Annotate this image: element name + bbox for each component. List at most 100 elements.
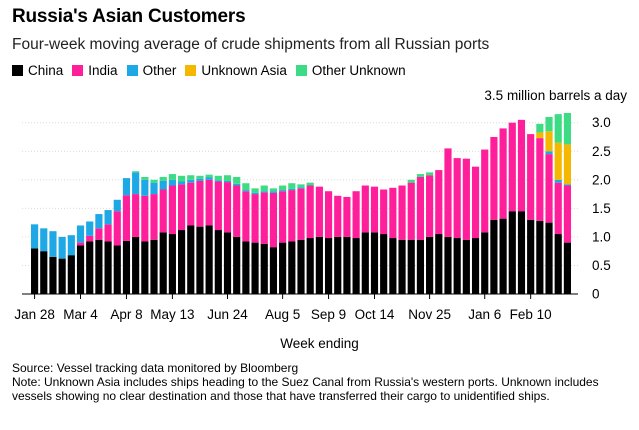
legend-item-unknown-asia: Unknown Asia: [185, 63, 287, 78]
x-tick-label: Nov 25: [408, 307, 451, 322]
chart-subtitle: Four-week moving average of crude shipme…: [12, 36, 490, 53]
bar-other: [288, 188, 296, 191]
bar-china: [251, 242, 259, 294]
bar-other-unknown: [416, 174, 425, 177]
bar-china: [122, 240, 131, 294]
bar-india: [380, 189, 388, 235]
bar-other: [67, 235, 75, 256]
bar-other: [177, 181, 186, 185]
bar-other-unknown: [141, 176, 149, 180]
x-tick-label: Mar 4: [63, 307, 98, 322]
x-tick-label: Oct 14: [355, 307, 395, 322]
bar-other-unknown: [260, 185, 268, 192]
bar-other-unknown: [536, 123, 544, 133]
bar-other: [279, 190, 287, 192]
bar-other-unknown: [132, 171, 140, 173]
bar-other-unknown: [288, 183, 296, 189]
bar-other-unknown: [150, 179, 158, 183]
bar-india: [233, 185, 241, 237]
bar-other-unknown: [159, 176, 167, 181]
bar-china: [306, 238, 314, 294]
bar-other-unknown: [233, 176, 241, 184]
bar-china: [444, 236, 452, 294]
bar-india: [398, 185, 406, 240]
bar-china: [453, 238, 461, 294]
bar-india: [187, 182, 195, 226]
bar-china: [196, 226, 204, 294]
bar-china: [490, 219, 498, 294]
bar-other-unknown: [223, 175, 232, 181]
bar-other: [49, 231, 57, 257]
bar-china: [95, 239, 103, 294]
bar-china: [159, 232, 167, 294]
stacked-bar-chart: 0 0.5 1.0 1.5 2.0 2.5 3.0 Jan 28 Mar 4 Apr 8 May 1…: [14, 112, 611, 322]
x-tick-label: Apr 8: [110, 307, 142, 322]
bar-india: [508, 122, 516, 212]
bar-india: [223, 182, 232, 233]
bar-china: [398, 239, 406, 294]
bar-india: [416, 176, 425, 240]
bar-india: [104, 224, 112, 242]
bar-india: [214, 181, 222, 231]
bar-india: [462, 158, 470, 240]
bar-india: [471, 166, 480, 239]
bar-china: [545, 222, 553, 294]
bar-india: [563, 185, 571, 243]
legend-swatch-india: [72, 65, 84, 76]
bar-china: [58, 258, 66, 294]
bar-india: [150, 194, 158, 240]
bar-india: [205, 179, 213, 226]
bar-india: [297, 188, 305, 240]
bar-other: [187, 179, 195, 183]
bar-china: [168, 234, 176, 294]
bar-other: [563, 184, 571, 186]
bar-india: [168, 185, 176, 235]
bar-other-unknown: [279, 185, 287, 191]
bar-other-unknown: [242, 183, 250, 191]
x-tick-label: May 13: [150, 307, 194, 322]
legend-item-china: China: [12, 63, 63, 78]
bar-india: [352, 191, 360, 239]
bar-india: [481, 149, 489, 233]
bar-india: [389, 187, 397, 239]
source-notes: Source: Vessel tracking data monitored b…: [12, 361, 632, 403]
legend-label-other-unknown: Other Unknown: [311, 63, 406, 78]
bar-india: [343, 196, 351, 237]
bar-other: [159, 180, 167, 190]
y-tick-label: 1.5: [592, 201, 611, 216]
bar-other: [233, 183, 241, 186]
bar-india: [527, 134, 535, 220]
bar-india: [490, 136, 498, 220]
y-axis-unit-label: 3.5 million barrels a day: [484, 88, 627, 103]
bar-china: [352, 238, 360, 294]
bar-other: [251, 192, 259, 195]
y-tick-label: 3.0: [592, 115, 611, 130]
legend-label-china: China: [28, 63, 64, 78]
bar-other: [196, 178, 204, 181]
bar-china: [104, 241, 112, 294]
legend-swatch-china: [12, 65, 23, 76]
bar-other-unknown: [187, 175, 195, 180]
bar-china: [150, 239, 158, 294]
legend: China India Other Unknown Asia Other Unk…: [12, 63, 415, 78]
bar-china: [113, 245, 121, 294]
bar-india: [499, 128, 507, 219]
bar-china: [462, 239, 470, 294]
bar-other: [269, 191, 278, 193]
bar-india: [86, 235, 94, 242]
bar-other: [223, 180, 232, 183]
bar-china: [361, 232, 369, 294]
bar-china: [380, 234, 388, 294]
bar-other: [86, 221, 94, 236]
bar-china: [279, 242, 287, 294]
bar-unknown-asia: [536, 132, 544, 139]
bar-other-unknown: [545, 116, 553, 132]
legend-swatch-unknown-asia: [185, 65, 197, 76]
bar-other: [113, 199, 121, 212]
bar-india: [141, 195, 149, 242]
bar-china: [426, 236, 434, 294]
bar-india: [76, 242, 85, 246]
bar-india: [177, 184, 186, 231]
bar-india: [545, 154, 553, 223]
bar-other: [168, 179, 176, 186]
